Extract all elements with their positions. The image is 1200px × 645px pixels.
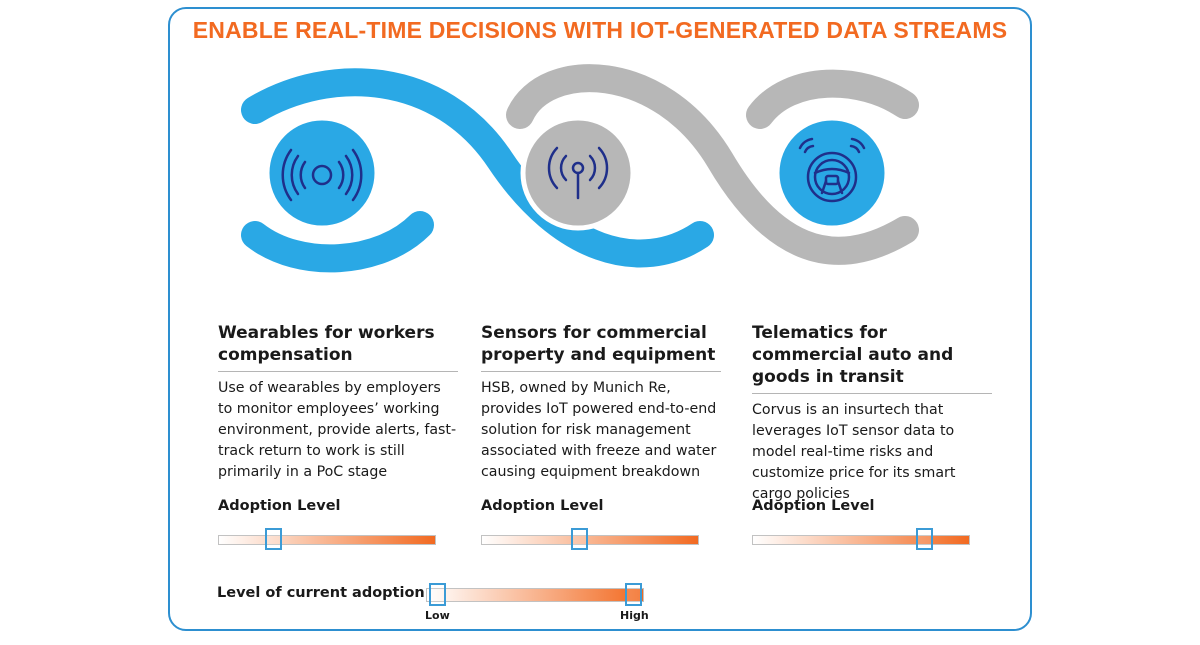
blue-wave xyxy=(241,68,714,268)
wearable-signal-icon xyxy=(281,148,363,202)
legend-label: Level of current adoption: xyxy=(217,585,431,601)
column-heading: Sensors for commercial property and equi… xyxy=(481,322,721,372)
adoption-bar xyxy=(481,535,699,545)
steering-wheel-icon xyxy=(798,137,866,203)
column-body: Use of wearables by employers to monitor… xyxy=(218,380,457,480)
page-title: ENABLE REAL-TIME DECISIONS WITH IOT-GENE… xyxy=(192,17,1008,43)
adoption-marker xyxy=(916,528,934,550)
adoption-label: Adoption Level xyxy=(481,498,604,514)
gray-wave-lower xyxy=(746,69,919,129)
blue-wave-lower xyxy=(241,211,434,273)
column-heading: Wearables for workers compensation xyxy=(218,322,458,372)
adoption-label: Adoption Level xyxy=(218,498,341,514)
legend-high-label: High xyxy=(620,609,649,622)
adoption-bar xyxy=(218,535,436,545)
column-body: HSB, owned by Munich Re, provides IoT po… xyxy=(481,380,717,480)
adoption-marker xyxy=(571,528,589,550)
legend-low-label: Low xyxy=(425,609,450,622)
adoption-bar xyxy=(752,535,970,545)
adoption-label: Adoption Level xyxy=(752,498,875,514)
legend-bar xyxy=(426,588,644,602)
legend-low-marker xyxy=(429,583,446,606)
telematics-column: Telematics for commercial auto and goods… xyxy=(752,322,992,505)
column-body: Corvus is an insurtech that leverages Io… xyxy=(752,402,956,502)
column-heading: Telematics for commercial auto and goods… xyxy=(752,322,992,394)
telematics-circle xyxy=(774,115,890,231)
wearables-circle xyxy=(264,115,380,231)
adoption-marker xyxy=(264,528,282,550)
sensors-column: Sensors for commercial property and equi… xyxy=(481,322,721,483)
gray-wave xyxy=(506,64,919,265)
sensor-antenna-icon xyxy=(547,146,609,200)
legend-high-marker xyxy=(625,583,642,606)
content-frame xyxy=(168,7,1032,631)
wearables-column: Wearables for workers compensation Use o… xyxy=(218,322,458,483)
